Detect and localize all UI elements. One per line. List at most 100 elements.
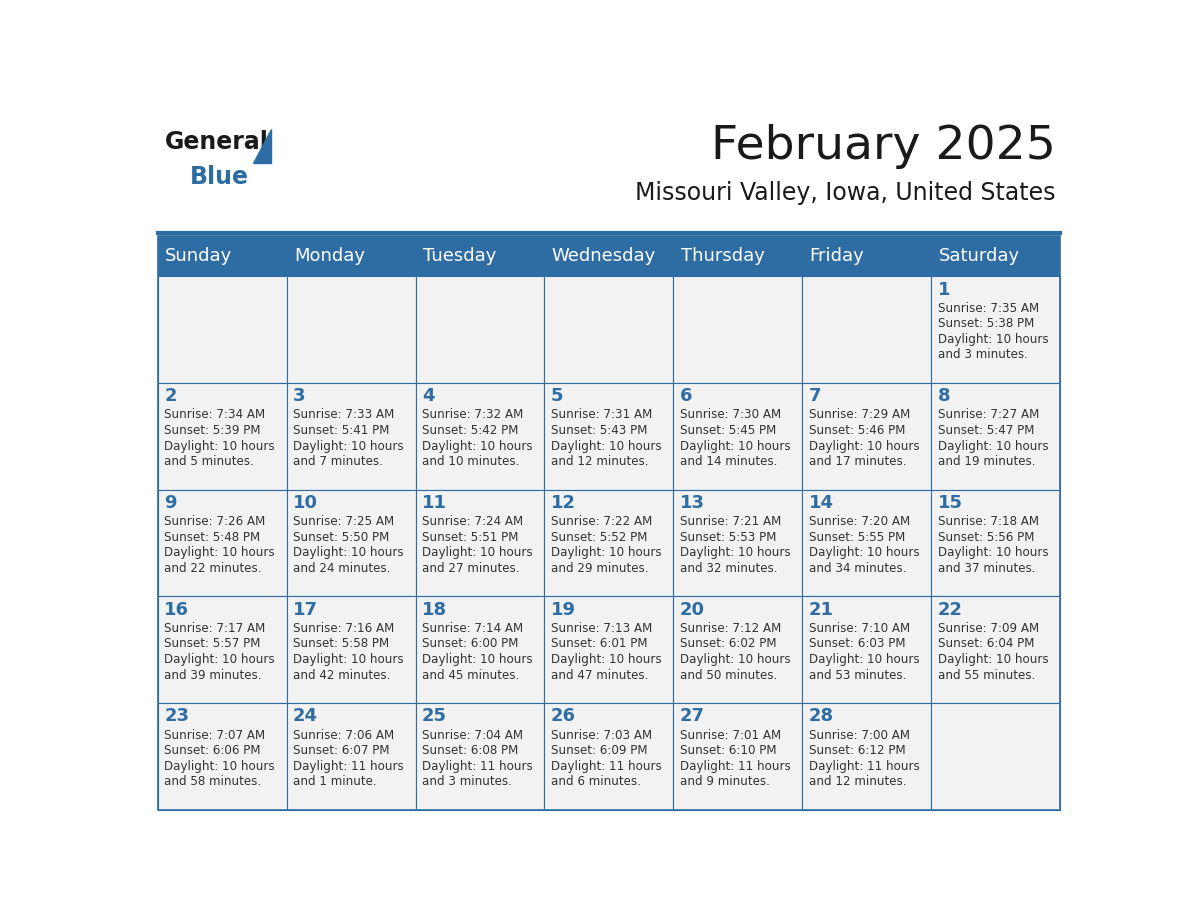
Text: Sunrise: 7:18 AM: Sunrise: 7:18 AM	[937, 515, 1038, 528]
Text: and 53 minutes.: and 53 minutes.	[809, 668, 906, 681]
Text: Daylight: 10 hours: Daylight: 10 hours	[809, 440, 920, 453]
Text: Daylight: 10 hours: Daylight: 10 hours	[293, 440, 404, 453]
Bar	[158, 489, 286, 597]
Text: Sunrise: 7:14 AM: Sunrise: 7:14 AM	[422, 621, 523, 635]
Bar	[674, 597, 802, 703]
Bar	[286, 383, 416, 489]
Text: Sunset: 5:52 PM: Sunset: 5:52 PM	[551, 531, 647, 543]
Bar	[544, 489, 674, 597]
Text: 24: 24	[293, 708, 318, 725]
Text: and 17 minutes.: and 17 minutes.	[809, 455, 906, 468]
Text: Daylight: 10 hours: Daylight: 10 hours	[937, 653, 1048, 666]
Text: 22: 22	[937, 600, 962, 619]
Text: Daylight: 10 hours: Daylight: 10 hours	[551, 653, 662, 666]
Text: Sunset: 5:51 PM: Sunset: 5:51 PM	[422, 531, 518, 543]
Text: Sunrise: 7:21 AM: Sunrise: 7:21 AM	[680, 515, 781, 528]
Bar	[674, 383, 802, 489]
Bar	[802, 276, 931, 383]
Text: Thursday: Thursday	[681, 247, 765, 265]
Text: Daylight: 11 hours: Daylight: 11 hours	[551, 760, 662, 773]
Text: 9: 9	[164, 494, 177, 512]
Bar	[158, 383, 286, 489]
Text: Sunset: 5:46 PM: Sunset: 5:46 PM	[809, 424, 905, 437]
Text: Sunrise: 7:00 AM: Sunrise: 7:00 AM	[809, 729, 910, 742]
Text: Sunday: Sunday	[165, 247, 233, 265]
Text: Sunrise: 7:04 AM: Sunrise: 7:04 AM	[422, 729, 523, 742]
Bar	[802, 597, 931, 703]
Text: 7: 7	[809, 387, 821, 405]
Text: Sunset: 5:47 PM: Sunset: 5:47 PM	[937, 424, 1034, 437]
Bar	[802, 703, 931, 810]
Bar	[158, 276, 286, 383]
Text: 16: 16	[164, 600, 189, 619]
Text: Sunset: 5:57 PM: Sunset: 5:57 PM	[164, 637, 260, 651]
Polygon shape	[253, 129, 271, 163]
Text: Daylight: 10 hours: Daylight: 10 hours	[937, 440, 1048, 453]
Bar	[286, 489, 416, 597]
Text: Daylight: 10 hours: Daylight: 10 hours	[680, 653, 790, 666]
Text: Wednesday: Wednesday	[551, 247, 656, 265]
Text: and 1 minute.: and 1 minute.	[293, 776, 377, 789]
Bar	[416, 597, 544, 703]
Text: 10: 10	[293, 494, 318, 512]
Text: Daylight: 10 hours: Daylight: 10 hours	[164, 546, 274, 559]
Text: and 12 minutes.: and 12 minutes.	[809, 776, 906, 789]
Text: Sunset: 5:42 PM: Sunset: 5:42 PM	[422, 424, 518, 437]
Text: Blue: Blue	[190, 165, 249, 189]
Text: 15: 15	[937, 494, 962, 512]
Text: and 45 minutes.: and 45 minutes.	[422, 668, 519, 681]
Text: Sunrise: 7:13 AM: Sunrise: 7:13 AM	[551, 621, 652, 635]
Text: Sunrise: 7:16 AM: Sunrise: 7:16 AM	[293, 621, 394, 635]
Text: Sunset: 6:00 PM: Sunset: 6:00 PM	[422, 637, 518, 651]
Text: Friday: Friday	[809, 247, 865, 265]
Bar	[544, 276, 674, 383]
Text: 4: 4	[422, 387, 435, 405]
Text: and 47 minutes.: and 47 minutes.	[551, 668, 649, 681]
Text: Sunset: 6:01 PM: Sunset: 6:01 PM	[551, 637, 647, 651]
Text: and 55 minutes.: and 55 minutes.	[937, 668, 1035, 681]
Text: Sunrise: 7:31 AM: Sunrise: 7:31 AM	[551, 409, 652, 421]
Text: Sunset: 6:02 PM: Sunset: 6:02 PM	[680, 637, 776, 651]
Bar	[931, 703, 1060, 810]
Text: Sunrise: 7:26 AM: Sunrise: 7:26 AM	[164, 515, 265, 528]
Text: 6: 6	[680, 387, 693, 405]
Text: Sunrise: 7:25 AM: Sunrise: 7:25 AM	[293, 515, 394, 528]
Text: 21: 21	[809, 600, 834, 619]
Bar	[286, 703, 416, 810]
Text: 19: 19	[551, 600, 576, 619]
Bar	[416, 489, 544, 597]
Text: and 34 minutes.: and 34 minutes.	[809, 562, 906, 575]
Text: and 50 minutes.: and 50 minutes.	[680, 668, 777, 681]
Text: and 22 minutes.: and 22 minutes.	[164, 562, 261, 575]
Text: Daylight: 10 hours: Daylight: 10 hours	[937, 333, 1048, 346]
Bar	[931, 597, 1060, 703]
Text: Saturday: Saturday	[939, 247, 1019, 265]
Text: Daylight: 10 hours: Daylight: 10 hours	[293, 653, 404, 666]
Text: Daylight: 10 hours: Daylight: 10 hours	[937, 546, 1048, 559]
Text: Sunrise: 7:32 AM: Sunrise: 7:32 AM	[422, 409, 523, 421]
Text: Daylight: 11 hours: Daylight: 11 hours	[422, 760, 532, 773]
Text: Daylight: 10 hours: Daylight: 10 hours	[422, 653, 532, 666]
Text: Sunset: 5:43 PM: Sunset: 5:43 PM	[551, 424, 647, 437]
Text: Daylight: 10 hours: Daylight: 10 hours	[680, 546, 790, 559]
Text: Tuesday: Tuesday	[423, 247, 497, 265]
Text: Sunset: 6:08 PM: Sunset: 6:08 PM	[422, 744, 518, 757]
Text: Daylight: 11 hours: Daylight: 11 hours	[680, 760, 790, 773]
Text: Missouri Valley, Iowa, United States: Missouri Valley, Iowa, United States	[634, 181, 1055, 205]
Text: Sunset: 6:12 PM: Sunset: 6:12 PM	[809, 744, 905, 757]
Bar	[931, 276, 1060, 383]
Text: and 29 minutes.: and 29 minutes.	[551, 562, 649, 575]
Bar	[416, 703, 544, 810]
Text: General: General	[165, 130, 268, 154]
Text: Sunrise: 7:22 AM: Sunrise: 7:22 AM	[551, 515, 652, 528]
Text: and 39 minutes.: and 39 minutes.	[164, 668, 261, 681]
Bar	[158, 703, 286, 810]
Text: Sunrise: 7:07 AM: Sunrise: 7:07 AM	[164, 729, 265, 742]
Text: Monday: Monday	[293, 247, 365, 265]
Text: Daylight: 10 hours: Daylight: 10 hours	[164, 653, 274, 666]
Text: 17: 17	[293, 600, 318, 619]
Bar	[931, 489, 1060, 597]
Text: Sunset: 5:56 PM: Sunset: 5:56 PM	[937, 531, 1034, 543]
Text: Sunrise: 7:17 AM: Sunrise: 7:17 AM	[164, 621, 265, 635]
Text: Sunset: 6:06 PM: Sunset: 6:06 PM	[164, 744, 260, 757]
